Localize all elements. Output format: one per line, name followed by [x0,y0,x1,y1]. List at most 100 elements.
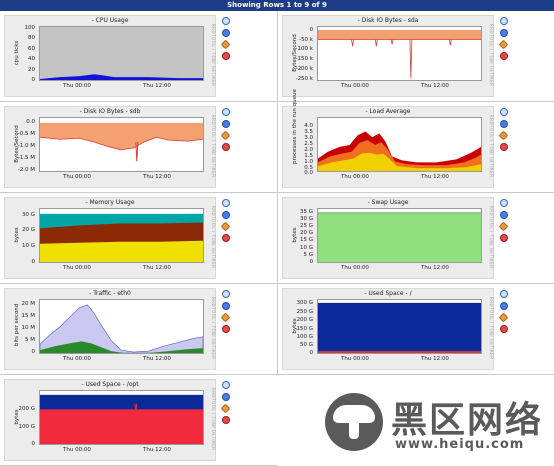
graph-load-average[interactable]: - Load Average processes in the run queu… [282,89,494,188]
delete-icon[interactable] [500,143,508,151]
plot-area [39,390,204,445]
y-tick: 15 G [299,237,313,243]
spike-kill-icon[interactable] [500,211,508,219]
edit-icon[interactable] [498,221,509,232]
logo-text: 黑区网络 [391,400,544,441]
graph-cell-used-root: - Used Space - / bytes RRDTOOL / TOBI OE… [277,284,554,375]
graph-watermark: RRDTOOL / TOBI OETIKER [489,24,494,87]
delete-icon[interactable] [222,143,230,151]
spike-kill-icon[interactable] [222,29,230,37]
y-tick: 80 [28,35,35,41]
delete-icon[interactable] [222,234,230,242]
edit-icon[interactable] [498,312,509,323]
graph-actions [498,17,510,64]
spike-kill-icon[interactable] [500,120,508,128]
delete-icon[interactable] [222,416,230,424]
spike-kill-icon[interactable] [500,302,508,310]
y-tick: 20 G [21,227,35,233]
delete-icon[interactable] [222,325,230,333]
x-tick: Thu 12:00 [143,83,171,89]
zoom-icon[interactable] [500,199,508,207]
zoom-icon[interactable] [222,17,230,25]
spike-kill-icon[interactable] [222,120,230,128]
y-tick: 5 G [303,252,313,258]
y-tick: -100 k [295,46,313,52]
y-tick: 3.5 [304,129,313,135]
graph-title: - Swap Usage [367,199,409,206]
graph-memory-usage[interactable]: - Memory Usage bytes RRDTOOL / TOBI OETI… [4,197,216,279]
edit-icon[interactable] [498,39,509,50]
zoom-icon[interactable] [500,290,508,298]
delete-icon[interactable] [500,234,508,242]
graph-watermark: RRDTOOL / TOBI OETIKER [211,297,216,360]
y-tick: 2.0 [304,147,313,153]
y-tick: -150 k [295,56,313,62]
x-tick: Thu 00:00 [63,174,91,180]
graph-cell-memory: - Memory Usage bytes RRDTOOL / TOBI OETI… [0,193,277,284]
y-tick: -250 k [295,76,313,82]
y-tick: 30 G [21,212,35,218]
graph-cell-used-opt: - Used Space - /opt bytes RRDTOOL / TOBI… [0,375,277,466]
graph-traffic-eth0[interactable]: - Traffic - eth0 bits per second RRDTOOL… [4,288,216,370]
zoom-icon[interactable] [222,290,230,298]
spike-kill-icon[interactable] [222,302,230,310]
y-tick: 0 [309,27,314,33]
y-tick: 4.0 [304,123,313,129]
zoom-icon[interactable] [222,381,230,389]
spike-kill-icon[interactable] [500,29,508,37]
edit-icon[interactable] [220,39,231,50]
delete-icon[interactable] [500,325,508,333]
y-tick: 40 [28,56,35,62]
y-tick: 25 G [299,223,313,229]
spike-kill-icon[interactable] [222,393,230,401]
graph-title: - Disk IO Bytes - sda [357,17,419,24]
y-tick: 20 G [299,230,313,236]
graph-ylabel: bytes [14,409,20,425]
zoom-icon[interactable] [222,199,230,207]
y-tick: 0.5 [304,165,313,171]
edit-icon[interactable] [220,221,231,232]
x-tick: Thu 00:00 [63,83,91,89]
spike-kill-icon[interactable] [222,211,230,219]
y-tick: 30 G [299,216,313,222]
graph-cpu-usage[interactable]: - CPU Usage cpu ticks RRDTOOL / TOBI OET… [4,15,216,97]
x-tick: Thu 00:00 [341,174,369,180]
graph-disk-io-sdb[interactable]: - Disk IO Bytes - sdb Bytes/Second RRDTO… [4,106,216,188]
graph-disk-io-sda[interactable]: - Disk IO Bytes - sda Bytes/Second RRDTO… [282,15,494,97]
edit-icon[interactable] [220,130,231,141]
plot-area [317,117,482,172]
y-tick: 1.5 [304,153,313,159]
y-tick: 100 [24,25,36,31]
y-tick: 250 G [296,309,313,315]
y-tick: 3.0 [304,135,313,141]
x-tick: Thu 00:00 [341,356,369,362]
zoom-icon[interactable] [222,108,230,116]
edit-icon[interactable] [498,130,509,141]
zoom-icon[interactable] [500,108,508,116]
delete-icon[interactable] [222,52,230,60]
y-tick: 10 G [299,245,313,251]
graph-actions [220,381,232,428]
y-tick: 0 [309,259,314,265]
graph-used-space-opt[interactable]: - Used Space - /opt bytes RRDTOOL / TOBI… [4,379,216,461]
y-tick: 2.5 [304,141,313,147]
graph-cell-disk-sdb: - Disk IO Bytes - sdb Bytes/Second RRDTO… [0,102,277,193]
y-tick: 300 G [296,300,313,306]
x-tick: Thu 00:00 [341,83,369,89]
graph-watermark: RRDTOOL / TOBI OETIKER [211,24,216,87]
x-tick: Thu 00:00 [63,447,91,453]
graph-title: - Disk IO Bytes - sdb [79,108,141,115]
y-tick: -0.5 M [17,131,35,137]
y-tick: 10 M [21,325,36,331]
delete-icon[interactable] [500,52,508,60]
results-header: Showing Rows 1 to 9 of 9 [0,0,554,11]
zoom-icon[interactable] [500,17,508,25]
graph-used-space-root[interactable]: - Used Space - / bytes RRDTOOL / TOBI OE… [282,288,494,370]
plot-area [39,208,204,263]
graph-swap-usage[interactable]: - Swap Usage bytes RRDTOOL / TOBI OETIKE… [282,197,494,279]
y-tick: 35 G [299,209,313,215]
edit-icon[interactable] [220,312,231,323]
edit-icon[interactable] [220,403,231,414]
y-tick: 15 M [21,313,36,319]
graph-actions [220,108,232,155]
